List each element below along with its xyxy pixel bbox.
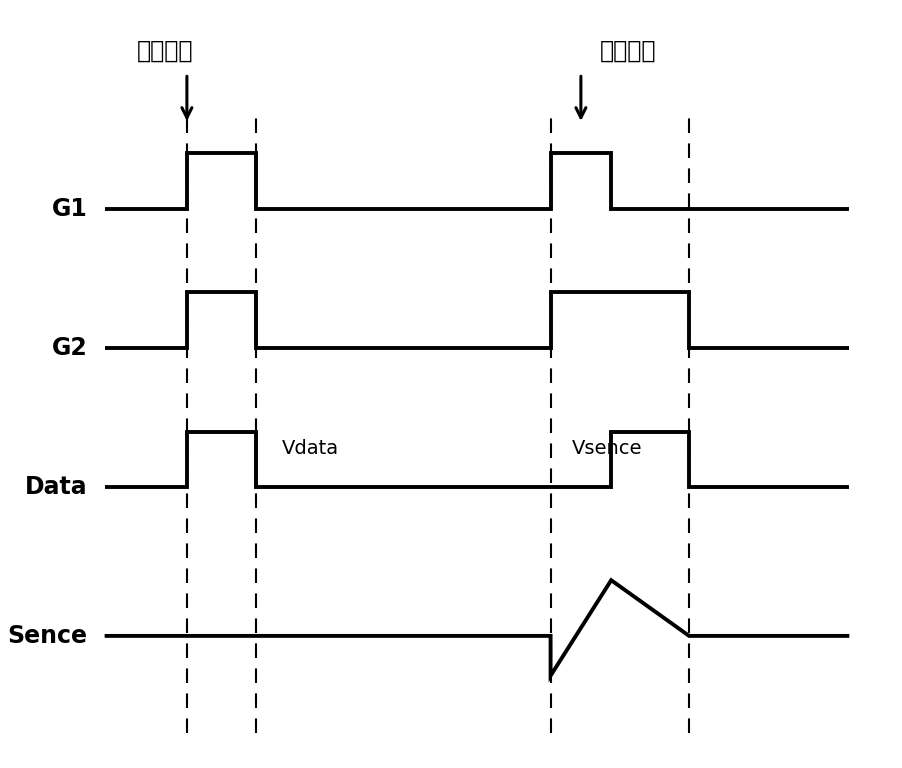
Text: G2: G2 — [51, 336, 87, 360]
Text: Sence: Sence — [7, 624, 87, 648]
Text: 电流读取: 电流读取 — [600, 39, 657, 63]
Text: Data: Data — [24, 475, 87, 499]
Text: Vsence: Vsence — [572, 439, 643, 458]
Text: Vdata: Vdata — [282, 439, 339, 458]
Text: G1: G1 — [51, 197, 87, 220]
Text: 数据写入: 数据写入 — [137, 39, 194, 63]
